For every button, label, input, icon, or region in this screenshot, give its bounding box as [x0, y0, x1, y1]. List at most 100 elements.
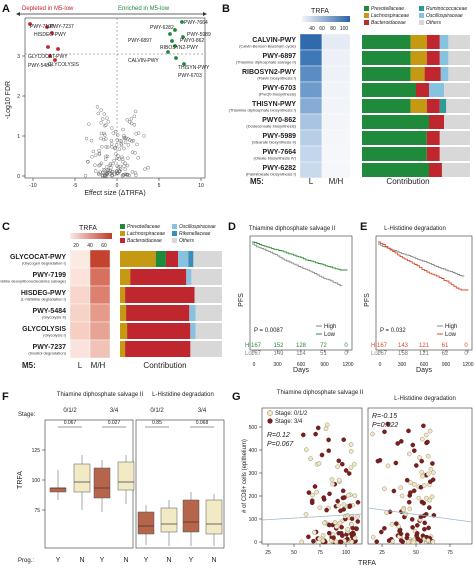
g-xlabel: TRFA — [358, 560, 376, 567]
panel-letter-g: G — [232, 391, 241, 403]
g-left-frame — [261, 407, 363, 545]
b-bar-segment-bacteroidaceae — [426, 131, 440, 145]
volcano-right-labels: PWY-7664 PWY-6282 PWY-5989 PWY-6897 PWY0-862… — [128, 20, 211, 79]
g-point-stage34 — [426, 525, 431, 531]
b-heat-cell-mh — [321, 33, 351, 51]
g-point-stage34 — [422, 526, 427, 532]
volcano-point-ns — [93, 153, 98, 158]
g-left-fit-line — [261, 513, 363, 521]
volcano-point-ns — [85, 159, 90, 164]
volcano-ytick-label: 3 — [17, 54, 20, 60]
c-bar-segment-lachnospiraceae — [120, 305, 127, 321]
g-point-stage12 — [348, 449, 354, 454]
b-heat-cell-l — [299, 65, 323, 83]
g-point-stage34 — [410, 525, 415, 530]
b-bar-segment-prevotellaceae — [362, 147, 427, 161]
volcano-point-ns — [102, 173, 107, 178]
volcano-point-ns — [91, 149, 96, 154]
volcano-point-ns — [99, 120, 103, 125]
f-left-stage34: 3/4 — [110, 408, 119, 414]
g-ytick-label: 400 — [249, 448, 258, 454]
c-row-sub: (Pyrimidine deoxyribonucleosides salvage… — [0, 279, 67, 284]
f-x-category: Y — [100, 557, 105, 564]
g-point-stage34 — [326, 530, 332, 536]
g-point-stage12 — [417, 455, 422, 460]
volcano-xtick-label: -5 — [73, 183, 78, 189]
volcano-point-depleted — [53, 58, 57, 62]
volcano-point-ns — [99, 136, 103, 141]
panel-letter-b: B — [222, 3, 230, 15]
volcano-point-ns — [104, 123, 108, 127]
g-point-stage34 — [398, 439, 404, 444]
g-point-stage12 — [429, 494, 435, 500]
b-row-sub: (Palmitoleate biosynthesis I) — [246, 172, 297, 177]
b-bar-segment-lachnospiraceae — [410, 67, 425, 81]
depleted-label: Depleted in M5-low — [22, 6, 74, 12]
volcano-point-ns — [129, 121, 134, 126]
b-bar-segment-prevotellaceae — [362, 51, 411, 65]
c-col-l: L — [78, 361, 83, 370]
g-ytick-label: 200 — [249, 494, 258, 500]
c-row-name: HISDEG-PWY — [21, 290, 66, 297]
c-heat-cell-l — [69, 339, 91, 359]
g-point-stage34 — [338, 539, 344, 545]
g-point-stage12 — [317, 536, 322, 542]
risk-hi-value: 72 — [320, 343, 327, 349]
volcano-point-ns — [146, 165, 150, 170]
b-row-name: RIBOSYN2-PWY — [242, 69, 296, 76]
b-heat-cell-l — [299, 145, 323, 163]
g-point-stage34 — [326, 437, 331, 443]
f-right-frame — [135, 419, 225, 549]
g-point-stage12 — [407, 506, 413, 512]
km-xtick-label: 1200 — [342, 362, 353, 368]
g-point-stage34 — [346, 471, 352, 476]
g-point-stage12 — [335, 464, 340, 470]
g-point-stage34 — [326, 448, 332, 454]
f-p-value: 0.068 — [196, 420, 209, 426]
c-bar-segment-others — [195, 305, 222, 321]
b-row-sub: (Stearate biosynthesis II) — [252, 140, 297, 145]
c-bar-segment-bacteroidaceae — [130, 269, 187, 285]
b-bar-segment-bacteroidaceae — [426, 35, 440, 49]
risk-lo-value: 114 — [296, 351, 306, 357]
g-point-stage34 — [339, 461, 345, 467]
volcano-point-ns — [102, 137, 106, 142]
legend-swatch-bacteroidaceae — [120, 238, 125, 243]
volcano-point-ns — [100, 173, 105, 177]
g-point-stage12 — [345, 526, 351, 532]
c-heat-cell-l — [69, 249, 91, 269]
volcano-ylabel: -Log10 FDR — [5, 81, 12, 119]
volcano-point-ns — [121, 159, 125, 164]
b-contribution-bars — [362, 35, 470, 177]
panel-g: G Thiamine diphosphate salvage II L-Hist… — [232, 390, 473, 567]
b-heat-cell-mh — [321, 161, 351, 179]
volcano-point-ns — [135, 142, 139, 147]
g-point-stage34 — [416, 537, 421, 542]
km-xtick-label: 300 — [398, 362, 407, 368]
volcano-point-enriched — [168, 32, 172, 36]
c-bar-segment-lachnospiraceae — [120, 287, 126, 303]
volcano-point-ns — [119, 143, 124, 147]
g-xtick-label: 100 — [342, 550, 351, 556]
g-point-stage12 — [421, 483, 427, 488]
volcano-point-ns — [117, 169, 122, 173]
volcano-ytick-label: 0 — [17, 174, 20, 180]
g-point-stage34 — [393, 460, 399, 466]
g-xtick-label: 50 — [413, 550, 419, 556]
g-point-stage34 — [398, 538, 404, 543]
volcano-point-ns — [100, 117, 105, 121]
g-point-stage34 — [326, 522, 332, 528]
volcano-point-ns — [90, 155, 94, 159]
c-row-sub: (Glycolysis II) — [42, 315, 67, 320]
volcano-point-ns — [117, 147, 122, 151]
g-xtick-label: 25 — [379, 550, 385, 556]
g-point-stage12 — [352, 461, 357, 467]
volcano-point-ns — [89, 138, 94, 143]
g-point-stage12 — [382, 486, 387, 492]
c-bar-segment-oscillospiraceae — [178, 251, 189, 267]
volcano-point-ns — [100, 144, 104, 149]
volcano-point-ns — [122, 136, 127, 141]
b-bar-segment-bacteroidaceae — [426, 99, 440, 113]
volcano-ytick-label: 2 — [17, 94, 20, 100]
